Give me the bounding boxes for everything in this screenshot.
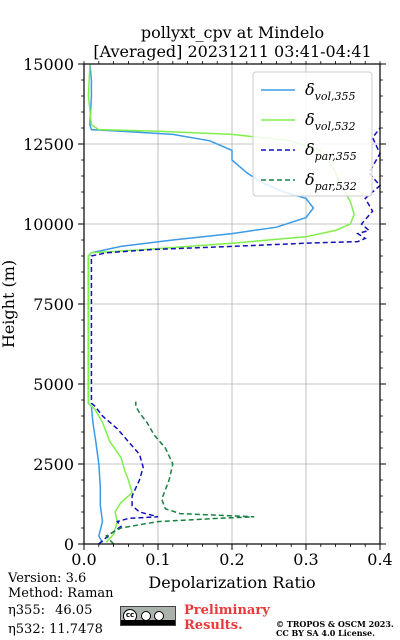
- cc-icon: cc: [123, 609, 137, 623]
- y-tick-label: 15000: [23, 55, 74, 74]
- copyright-line1: © TROPOS & OSCM 2023.: [276, 619, 394, 629]
- series-line-2: [90, 127, 382, 545]
- y-tick-label: 12500: [23, 135, 74, 154]
- eta532-row: η532: 11.7478: [8, 622, 103, 637]
- y-tick-label: 5000: [33, 375, 74, 394]
- legend: δvol,355 δvol,532 δpar,355 δpar,532: [252, 71, 373, 197]
- series-line-3: [104, 401, 255, 545]
- legend-label-2: δpar,355: [305, 140, 357, 163]
- preliminary-line2: Results.: [184, 618, 243, 633]
- x-tick-label: 0.4: [367, 550, 392, 569]
- eta532-value: 11.7478: [49, 622, 103, 637]
- axis-ticks: 0.0 0.1 0.2 0.3 0.4 0 2500 5000 7500 10000 12500 15…: [23, 55, 393, 569]
- y-tick-label: 2500: [33, 455, 74, 474]
- copyright-line2: CC BY SA 4.0 License.: [276, 628, 375, 638]
- x-tick-label: 0.0: [71, 550, 96, 569]
- eta355-row: η355: 46.05: [8, 603, 92, 618]
- y-tick-label: 0: [64, 535, 74, 554]
- x-axis-label: Depolarization Ratio: [148, 573, 315, 592]
- version-text: Version: 3.6: [8, 571, 87, 586]
- x-tick-label: 0.2: [219, 550, 244, 569]
- legend-box: [252, 71, 373, 197]
- preliminary-line1: Preliminary: [184, 603, 270, 618]
- badge-bar: [121, 620, 175, 625]
- legend-label-0: δvol,355: [305, 80, 356, 103]
- chart-subtitle: [Averaged] 20231211 03:41-04:41: [93, 42, 372, 61]
- x-tick-label: 0.3: [293, 550, 318, 569]
- y-tick-label: 7500: [33, 295, 74, 314]
- series-line-0: [87, 63, 315, 543]
- grid-lines: [83, 63, 381, 545]
- eta355-value: 46.05: [55, 603, 93, 618]
- y-tick-label: 10000: [23, 215, 74, 234]
- copyright-text: © TROPOS & OSCM 2023. CC BY SA 4.0 Licen…: [276, 620, 394, 638]
- method-text: Method: Raman: [8, 586, 114, 601]
- legend-label-1: δvol,532: [305, 110, 356, 133]
- y-axis-label: Height (m): [0, 260, 18, 348]
- eta532-label: η532:: [8, 622, 45, 637]
- legend-label-3: δpar,532: [305, 170, 357, 193]
- chart-title: pollyxt_cpv at Mindelo: [140, 23, 325, 42]
- eta355-label: η355:: [8, 603, 45, 618]
- preliminary-results-text: Preliminary Results.: [184, 603, 270, 633]
- x-tick-label: 0.1: [145, 550, 170, 569]
- cc-license-badge: cc: [120, 606, 176, 626]
